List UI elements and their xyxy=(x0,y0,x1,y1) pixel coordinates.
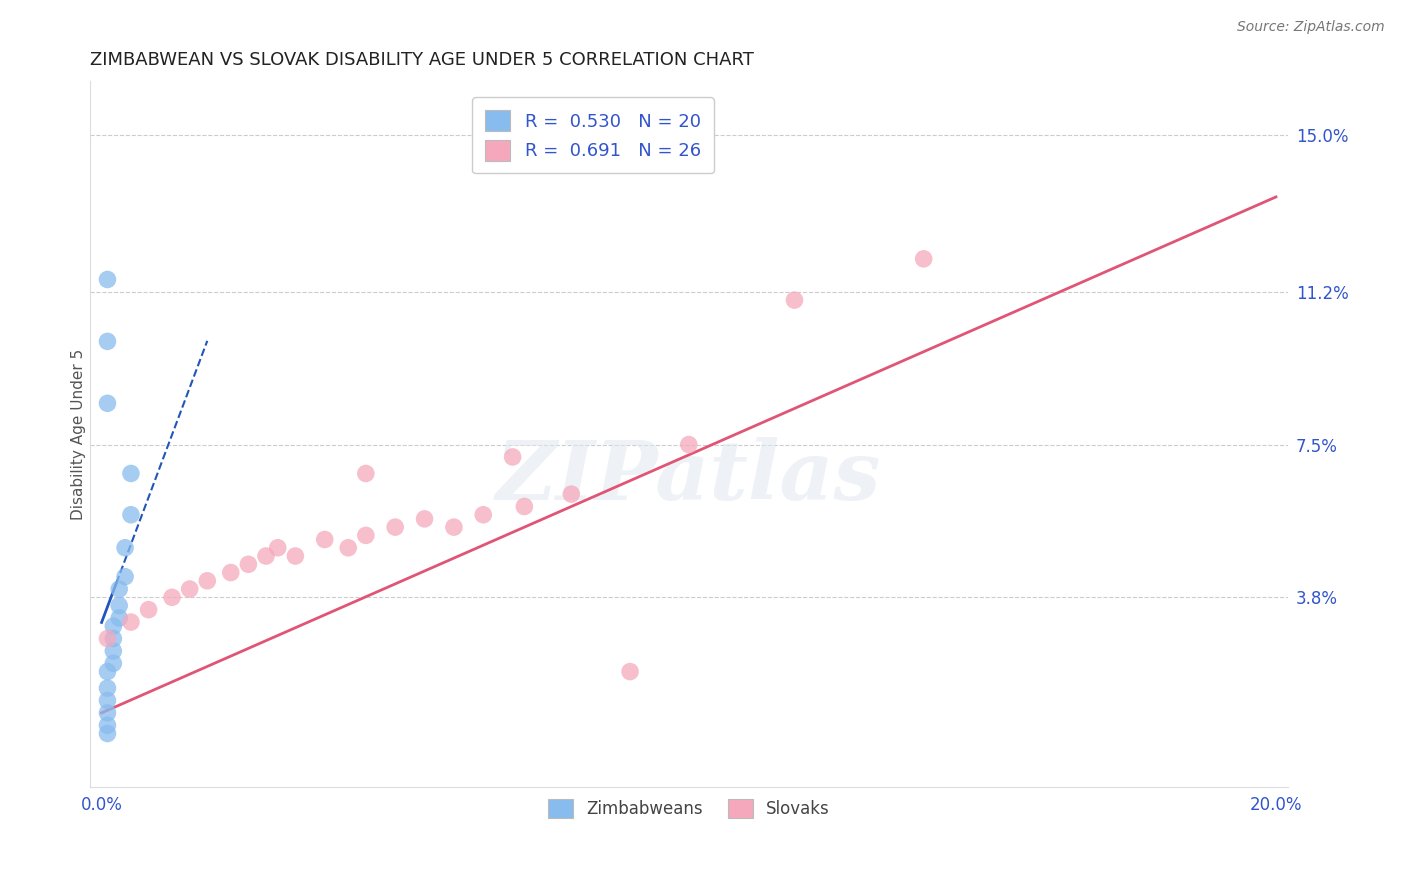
Point xyxy=(96,681,118,695)
Point xyxy=(96,726,118,740)
Text: Source: ZipAtlas.com: Source: ZipAtlas.com xyxy=(1237,20,1385,34)
Point xyxy=(179,582,201,596)
Point xyxy=(120,508,142,522)
Point xyxy=(502,450,524,464)
Point xyxy=(138,602,160,616)
Point xyxy=(96,665,118,679)
Point xyxy=(443,520,465,534)
Point xyxy=(96,632,118,646)
Point xyxy=(619,665,641,679)
Point xyxy=(96,272,118,286)
Point xyxy=(108,599,131,613)
Point xyxy=(354,467,377,481)
Point xyxy=(103,644,125,658)
Y-axis label: Disability Age Under 5: Disability Age Under 5 xyxy=(72,349,86,520)
Text: ZIMBABWEAN VS SLOVAK DISABILITY AGE UNDER 5 CORRELATION CHART: ZIMBABWEAN VS SLOVAK DISABILITY AGE UNDE… xyxy=(90,51,754,69)
Point xyxy=(108,611,131,625)
Point xyxy=(96,396,118,410)
Point xyxy=(114,541,136,555)
Point xyxy=(120,467,142,481)
Point xyxy=(96,693,118,707)
Legend: Zimbabweans, Slovaks: Zimbabweans, Slovaks xyxy=(541,792,837,825)
Point xyxy=(472,508,495,522)
Point xyxy=(219,566,242,580)
Point xyxy=(254,549,277,563)
Point xyxy=(678,437,700,451)
Point xyxy=(114,569,136,583)
Point xyxy=(96,706,118,720)
Point xyxy=(238,558,260,572)
Point xyxy=(96,334,118,349)
Point xyxy=(354,528,377,542)
Point xyxy=(160,591,183,605)
Point xyxy=(103,632,125,646)
Point xyxy=(103,619,125,633)
Point xyxy=(314,533,336,547)
Point xyxy=(912,252,935,266)
Point xyxy=(120,615,142,629)
Point xyxy=(560,487,582,501)
Point xyxy=(337,541,360,555)
Point xyxy=(103,657,125,671)
Point xyxy=(96,718,118,732)
Point xyxy=(195,574,218,588)
Point xyxy=(267,541,290,555)
Point xyxy=(783,293,806,307)
Point xyxy=(513,500,536,514)
Point xyxy=(413,512,436,526)
Point xyxy=(108,582,131,596)
Text: ZIPatlas: ZIPatlas xyxy=(496,436,882,516)
Point xyxy=(384,520,406,534)
Point xyxy=(284,549,307,563)
